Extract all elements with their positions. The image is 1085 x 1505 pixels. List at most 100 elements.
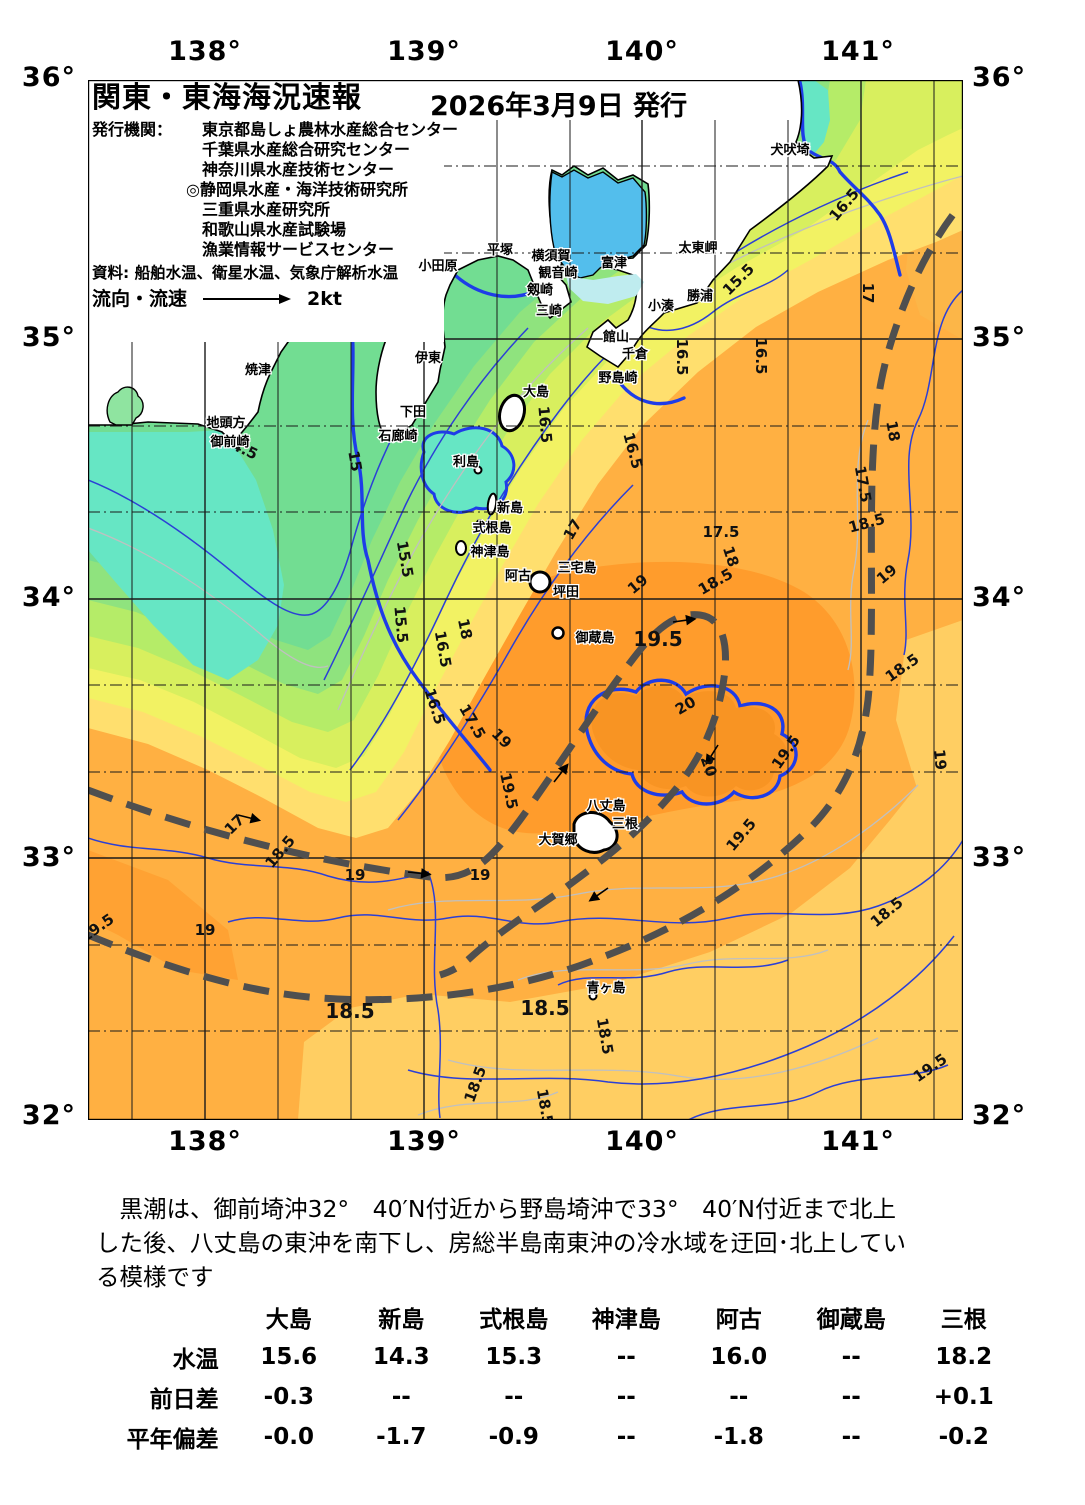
flow-label: 流向・流速 bbox=[92, 287, 188, 310]
island-mikurajima bbox=[551, 626, 565, 640]
cell: -0.0 bbox=[263, 1424, 314, 1450]
sst-teal-enshu bbox=[88, 430, 284, 680]
place-label-nojimazaki: 野島崎 bbox=[598, 370, 637, 386]
row-label-heinenhensa: 平年偏差 bbox=[126, 1427, 219, 1453]
contour-label: 17.5 bbox=[702, 523, 739, 541]
col-header-ako: 阿古 bbox=[715, 1307, 762, 1333]
contour-label: 16.5 bbox=[534, 405, 555, 443]
island-miyakejima bbox=[528, 570, 552, 594]
place-label-tsurugisaki: 剱崎 bbox=[526, 282, 553, 298]
axis-bottom-140: 140° bbox=[605, 1126, 679, 1157]
contour-label: 17 bbox=[859, 283, 877, 304]
kuroshio-summary: 黒潮は、御前埼沖32° 40′N付近から野島埼沖で33° 40′N付近まで北上 … bbox=[96, 1192, 1016, 1294]
summary-line: した後、八丈島の東沖を南下し、房総半島南東沖の冷水域を迂回･北上してい bbox=[96, 1229, 907, 1257]
kuroshio-path bbox=[88, 209, 958, 1004]
issuer-label: 発行機関： bbox=[92, 120, 173, 140]
sst-zone-19-5-west bbox=[88, 850, 238, 980]
place-label-irozaki: 石廊崎 bbox=[377, 428, 417, 444]
source-note: 資料: 船舶水温、衛星水温、気象庁解析水温 bbox=[92, 264, 399, 283]
cell: -0.2 bbox=[938, 1424, 989, 1450]
place-label-tsubota: 坪田 bbox=[553, 585, 579, 600]
blue-contours bbox=[88, 171, 963, 1120]
axis-bottom-139: 139° bbox=[387, 1126, 461, 1157]
contour-suruga bbox=[348, 310, 492, 772]
contour-label: 19 bbox=[345, 866, 366, 884]
contour-label: 16.5 bbox=[673, 338, 691, 375]
cell: -- bbox=[616, 1344, 636, 1370]
place-labels: 小田原 平塚 横須賀 観音崎 剱崎 三崎 富津 太東岬 小湊 勝浦 犬吠埼 館山… bbox=[205, 141, 811, 998]
grid bbox=[88, 80, 963, 1120]
axis-right-33: 33° bbox=[972, 842, 1027, 873]
place-label-futtsu: 富津 bbox=[601, 255, 627, 271]
issuer-list: 東京都島しょ農林水産総合センター 千葉県水産総合研究センター 神奈川県水産技術セ… bbox=[186, 120, 458, 260]
col-header-niijima: 新島 bbox=[378, 1307, 425, 1333]
place-label-inubosaki: 犬吠埼 bbox=[770, 142, 809, 158]
place-label-ako: 阿古 bbox=[505, 568, 531, 584]
page-title: 関東・東海海況速報 bbox=[92, 80, 363, 114]
contour-label: 16.5 bbox=[752, 337, 770, 374]
place-label-shikinejima: 式根島 bbox=[472, 520, 511, 536]
contour-kashima-coast bbox=[798, 80, 902, 277]
current-arrows bbox=[237, 614, 719, 902]
issuer-item: ◎静岡県水産・海洋技術研究所 bbox=[186, 180, 408, 200]
bay-mouth-water bbox=[566, 274, 644, 304]
summary-line: 黒潮は、御前埼沖32° 40′N付近から野島埼沖で33° 40′N付近まで北上 bbox=[96, 1195, 896, 1223]
flow-arrow-icon bbox=[203, 293, 292, 304]
island-toshima bbox=[473, 465, 483, 475]
col-header-kozushima: 神津島 bbox=[591, 1307, 661, 1333]
place-label-miyakejima: 三宅島 bbox=[557, 560, 596, 576]
cell: -- bbox=[504, 1384, 524, 1410]
place-label-misaki: 三崎 bbox=[536, 303, 562, 319]
cell: -0.3 bbox=[263, 1384, 314, 1410]
axis-right-35: 35° bbox=[972, 322, 1027, 353]
cell: -1.7 bbox=[376, 1424, 427, 1450]
place-label-mitsune: 三根 bbox=[612, 816, 639, 832]
cell: 14.3 bbox=[372, 1344, 430, 1370]
place-label-ito: 伊東 bbox=[414, 350, 441, 366]
contour-label: 18 bbox=[454, 617, 476, 641]
place-label-kozushima: 神津島 bbox=[470, 544, 509, 560]
row-label-zenjitsusa: 前日差 bbox=[149, 1387, 219, 1413]
col-header-mikurajima: 御蔵島 bbox=[816, 1307, 886, 1333]
place-label-shimoda: 下田 bbox=[400, 405, 426, 420]
cell: -- bbox=[841, 1384, 861, 1410]
axis-left-35: 35° bbox=[21, 322, 76, 353]
place-label-yokosuka: 横須賀 bbox=[531, 248, 570, 264]
table-row-suion: 水温 15.6 14.3 15.3 -- 16.0 -- 18.2 bbox=[100, 1337, 1020, 1377]
flow-speed: 2kt bbox=[307, 287, 342, 310]
sst-map: 14.5 15 15.5 15.5 16.5 16.5 17.5 18 19 1… bbox=[88, 80, 963, 1120]
summary-line: る模様です bbox=[96, 1263, 214, 1291]
cell: -- bbox=[841, 1424, 861, 1450]
contour-label: 18.5 bbox=[325, 999, 374, 1023]
cell: -0.9 bbox=[488, 1424, 539, 1450]
axis-right-32: 32° bbox=[972, 1100, 1027, 1131]
island-oshima bbox=[498, 393, 526, 433]
col-header-oshima: 大島 bbox=[265, 1307, 312, 1333]
issuer-item: 神奈川県水産技術センター bbox=[202, 160, 395, 180]
island-niijima bbox=[486, 492, 498, 516]
issuer-item: 漁業情報サービスセンター bbox=[202, 240, 395, 260]
contour-label: 19 bbox=[195, 921, 216, 939]
axis-right-34: 34° bbox=[972, 582, 1027, 613]
place-label-hiratsuka: 平塚 bbox=[487, 243, 513, 258]
place-label-chikura: 千倉 bbox=[622, 346, 649, 362]
kuroshio-loop bbox=[88, 209, 958, 1004]
place-label-kannonzaki: 観音崎 bbox=[537, 265, 577, 281]
cell: -- bbox=[729, 1384, 749, 1410]
table-row-heinenhensa: 平年偏差 -0.0 -1.7 -0.9 -- -1.8 -- -0.2 bbox=[100, 1417, 1020, 1457]
cell: +0.1 bbox=[933, 1384, 994, 1410]
place-label-toshima: 利島 bbox=[453, 454, 479, 470]
islands bbox=[455, 393, 619, 1001]
col-header-mitsune: 三根 bbox=[940, 1307, 987, 1333]
sst-teal-pool-toshima bbox=[419, 426, 516, 514]
axis-top-139: 139° bbox=[387, 36, 461, 67]
axis-bottom-138: 138° bbox=[168, 1126, 242, 1157]
cell: -- bbox=[616, 1384, 636, 1410]
axis-left-36: 36° bbox=[21, 62, 76, 93]
place-label-mikurajima: 御蔵島 bbox=[574, 630, 614, 646]
contour-label: 19.5 bbox=[633, 627, 682, 651]
place-label-katsuura: 勝浦 bbox=[687, 288, 713, 304]
place-label-okago: 大賀郷 bbox=[538, 832, 577, 848]
sst-core-inner bbox=[591, 685, 787, 797]
place-label-niijima: 新島 bbox=[497, 500, 523, 516]
